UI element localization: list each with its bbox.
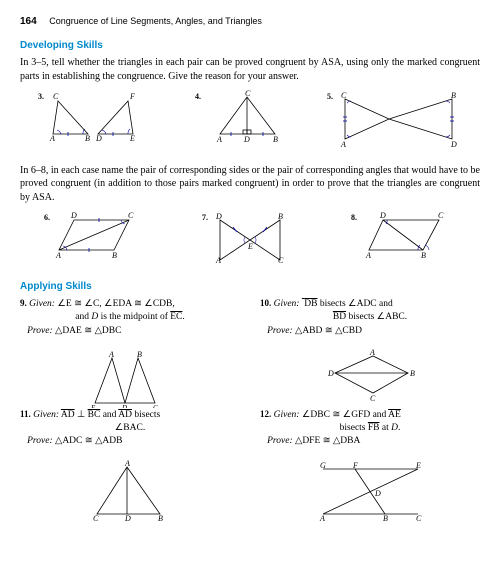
- svg-text:C: C: [53, 92, 59, 101]
- svg-text:D: D: [327, 369, 334, 378]
- problem-num-7: 7.: [202, 213, 208, 222]
- svg-text:C: C: [93, 514, 99, 523]
- figure-3: 3. C A B D E F: [38, 89, 158, 149]
- page-header: 164 Congruence of Line Segments, Angles,…: [20, 15, 480, 29]
- figure-row-2: 6. D C A B 7. D B E A C: [20, 210, 480, 270]
- svg-text:D: D: [243, 135, 250, 144]
- svg-text:E: E: [247, 242, 253, 251]
- problems-9-10: 9. Given: E ≅ C, EDA ≅ CDB, and D is the…: [20, 297, 480, 408]
- problem-num-6: 6.: [44, 213, 50, 222]
- problem-num-4: 4.: [195, 92, 201, 101]
- problem-num-3: 3.: [38, 92, 44, 101]
- svg-text:D: D: [374, 489, 381, 498]
- figure-8: 8. D C A B: [351, 210, 456, 265]
- svg-text:C: C: [438, 211, 444, 220]
- svg-text:C: C: [341, 91, 347, 100]
- svg-text:F: F: [129, 92, 135, 101]
- figure-9: A B E D C: [20, 348, 240, 408]
- figure-7: 7. D B E A C: [202, 210, 302, 270]
- problem-num-8: 8.: [351, 213, 357, 222]
- svg-text:A: A: [49, 134, 55, 143]
- svg-text:C: C: [416, 514, 422, 523]
- figure-12: G F E D A B C: [260, 459, 480, 524]
- page-number: 164: [20, 16, 37, 27]
- problem-9: 9. Given: E ≅ C, EDA ≅ CDB, and D is the…: [20, 297, 240, 338]
- svg-text:A: A: [55, 251, 61, 260]
- svg-text:D: D: [124, 514, 131, 523]
- figure-10: A B C D: [260, 348, 480, 403]
- svg-text:D: D: [450, 140, 457, 149]
- svg-text:C: C: [245, 89, 251, 98]
- section-applying: Applying Skills: [20, 280, 480, 294]
- figure-4: 4. C A D B: [195, 89, 290, 149]
- figure-6: 6. D C A B: [44, 210, 154, 265]
- svg-text:A: A: [124, 459, 130, 468]
- svg-text:D: D: [95, 134, 102, 143]
- svg-text:G: G: [320, 461, 326, 470]
- svg-text:E: E: [415, 461, 421, 470]
- figure-11: A C D B: [20, 459, 240, 524]
- problem-11: 11. Given: AD ⊥ BC and AD bisects BAC. P…: [20, 408, 240, 449]
- section-developing: Developing Skills: [20, 39, 480, 53]
- instructions-1: In 3–5, tell whether the triangles in ea…: [20, 56, 480, 83]
- svg-text:F: F: [352, 461, 358, 470]
- problem-num-5: 5.: [327, 92, 333, 101]
- svg-text:A: A: [216, 135, 222, 144]
- instructions-2: In 6–8, in each case name the pair of co…: [20, 164, 480, 205]
- svg-text:B: B: [278, 212, 283, 221]
- figure-5: 5. C B A D: [327, 89, 462, 154]
- problem-12: 12. Given: DBC ≅ GFD and AE bisects FB a…: [260, 408, 480, 449]
- svg-text:B: B: [410, 369, 415, 378]
- svg-text:B: B: [421, 251, 426, 260]
- svg-text:C: C: [128, 211, 134, 220]
- svg-text:B: B: [158, 514, 163, 523]
- svg-text:C: C: [278, 256, 284, 265]
- svg-text:E: E: [129, 134, 135, 143]
- figure-row-1: 3. C A B D E F 4. C: [20, 89, 480, 154]
- svg-text:D: D: [215, 212, 222, 221]
- svg-text:B: B: [451, 91, 456, 100]
- svg-text:A: A: [108, 350, 114, 359]
- problems-11-12: 11. Given: AD ⊥ BC and AD bisects BAC. P…: [20, 408, 480, 524]
- svg-text:B: B: [112, 251, 117, 260]
- svg-text:B: B: [85, 134, 90, 143]
- chapter-title: Congruence of Line Segments, Angles, and…: [49, 16, 262, 26]
- svg-text:A: A: [340, 140, 346, 149]
- svg-text:A: A: [365, 251, 371, 260]
- svg-text:D: D: [379, 211, 386, 220]
- svg-text:D: D: [70, 211, 77, 220]
- svg-text:C: C: [370, 394, 376, 403]
- svg-text:B: B: [137, 350, 142, 359]
- svg-text:B: B: [383, 514, 388, 523]
- svg-text:B: B: [273, 135, 278, 144]
- svg-text:A: A: [319, 514, 325, 523]
- problem-10: 10. Given: DB bisects ADC and BD bisects…: [260, 297, 480, 338]
- svg-text:A: A: [215, 256, 221, 265]
- svg-text:A: A: [369, 348, 375, 357]
